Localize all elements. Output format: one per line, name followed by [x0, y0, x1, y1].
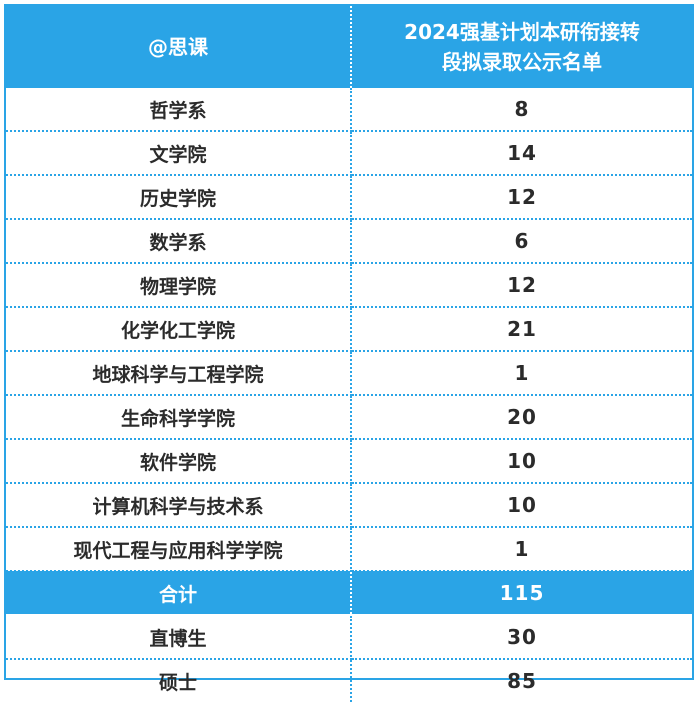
department-name: 物理学院 — [6, 263, 352, 308]
admission-count: 21 — [351, 307, 692, 352]
department-name: 历史学院 — [6, 175, 352, 220]
admission-count: 1 — [351, 527, 692, 572]
department-name: 数学系 — [6, 219, 352, 264]
table-row: 计算机科学与技术系 10 — [6, 483, 692, 528]
table-row: 化学化工学院 21 — [6, 307, 692, 352]
department-name: 现代工程与应用科学学院 — [6, 527, 352, 572]
table-row: 数学系 6 — [6, 219, 692, 264]
breakdown-label: 直博生 — [6, 615, 352, 660]
table-row: 物理学院 12 — [6, 263, 692, 308]
total-count: 115 — [351, 571, 692, 616]
department-name: 哲学系 — [6, 88, 352, 132]
admission-count: 10 — [351, 483, 692, 528]
table-body: 哲学系 8 文学院 14 历史学院 12 数学系 6 物理学院 12 化学化工学… — [6, 88, 692, 702]
header-source-label: @思课 — [6, 6, 352, 88]
table-row: 文学院 14 — [6, 131, 692, 176]
table-row: 哲学系 8 — [6, 88, 692, 132]
admission-count: 6 — [351, 219, 692, 264]
admission-table: @思课 2024强基计划本研衔接转 段拟录取公示名单 哲学系 8 文学院 14 … — [6, 6, 692, 702]
admission-count: 10 — [351, 439, 692, 484]
total-label: 合计 — [6, 571, 352, 616]
table-row: 软件学院 10 — [6, 439, 692, 484]
department-name: 地球科学与工程学院 — [6, 351, 352, 396]
header-title-line-2: 段拟录取公示名单 — [442, 50, 602, 74]
header-title: 2024强基计划本研衔接转 段拟录取公示名单 — [351, 6, 692, 88]
breakdown-label: 硕士 — [6, 659, 352, 702]
department-name: 文学院 — [6, 131, 352, 176]
table-row: 现代工程与应用科学学院 1 — [6, 527, 692, 572]
header-title-line-1: 2024强基计划本研衔接转 — [404, 20, 640, 44]
admission-count: 1 — [351, 351, 692, 396]
department-name: 软件学院 — [6, 439, 352, 484]
table-row: 历史学院 12 — [6, 175, 692, 220]
department-name: 化学化工学院 — [6, 307, 352, 352]
admission-count: 12 — [351, 263, 692, 308]
department-name: 生命科学学院 — [6, 395, 352, 440]
breakdown-row: 直博生 30 — [6, 615, 692, 660]
table-row: 地球科学与工程学院 1 — [6, 351, 692, 396]
breakdown-row: 硕士 85 — [6, 659, 692, 702]
admission-count: 8 — [351, 88, 692, 132]
admission-table-frame: @思课 2024强基计划本研衔接转 段拟录取公示名单 哲学系 8 文学院 14 … — [4, 4, 694, 702]
total-row: 合计 115 — [6, 571, 692, 616]
admission-count: 14 — [351, 131, 692, 176]
breakdown-count: 30 — [351, 615, 692, 660]
admission-count: 12 — [351, 175, 692, 220]
breakdown-count: 85 — [507, 669, 537, 693]
department-name: 计算机科学与技术系 — [6, 483, 352, 528]
table-row: 生命科学学院 20 — [6, 395, 692, 440]
header-row: @思课 2024强基计划本研衔接转 段拟录取公示名单 — [6, 6, 692, 88]
table-header: @思课 2024强基计划本研衔接转 段拟录取公示名单 — [6, 6, 692, 88]
admission-count: 20 — [351, 395, 692, 440]
